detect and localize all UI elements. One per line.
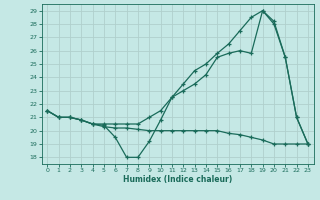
X-axis label: Humidex (Indice chaleur): Humidex (Indice chaleur) — [123, 175, 232, 184]
